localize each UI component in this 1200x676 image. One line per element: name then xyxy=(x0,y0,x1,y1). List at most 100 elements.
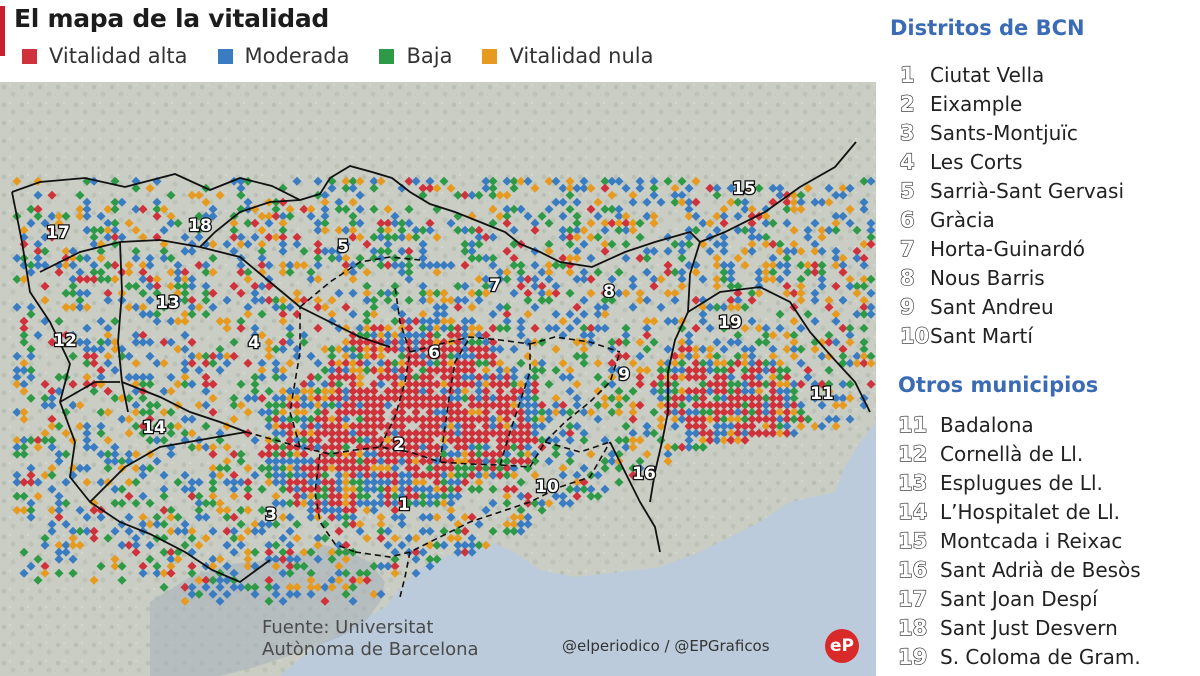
map-label-14: 14 xyxy=(142,418,166,438)
vitality-cell xyxy=(194,232,204,242)
port-area xyxy=(150,544,385,676)
legend-item-none: Vitalidad nula xyxy=(482,44,653,68)
vitality-cell xyxy=(82,197,92,207)
social-credit: @elperiodico / @EPGraficos xyxy=(562,637,770,655)
vitality-cell xyxy=(159,239,169,249)
el-periodico-logo: eP xyxy=(825,629,859,663)
vitality-cell xyxy=(103,232,113,242)
vitality-cell xyxy=(180,246,190,256)
vitality-cell xyxy=(229,246,239,256)
legend-label-moderate: Moderada xyxy=(244,44,350,68)
map-label-6: 6 xyxy=(428,343,440,363)
vitality-cell xyxy=(110,225,120,235)
map-label-16: 16 xyxy=(632,464,656,484)
title-accent-bar xyxy=(0,6,5,56)
vitality-cell xyxy=(166,211,176,221)
legend-item-high: Vitalidad alta xyxy=(22,44,188,68)
vitality-cell xyxy=(208,239,218,249)
vitality-cell xyxy=(236,232,246,242)
vitality-cell xyxy=(117,197,127,207)
districts-list: 1 Ciutat Vella 2 Eixample 3 Sants-Montjuïc … xyxy=(899,60,1124,350)
map-label-8: 8 xyxy=(603,282,615,302)
municipality-item: 19 S. Coloma de Gram. xyxy=(897,644,1141,669)
map-label-13: 13 xyxy=(156,293,180,313)
vitality-cell xyxy=(89,239,99,249)
district-item: 1 Ciutat Vella xyxy=(899,62,1045,87)
vitality-cell xyxy=(243,218,253,228)
vitality-cell xyxy=(152,204,162,214)
municipality-item: 13 Esplugues de Ll. xyxy=(897,470,1103,495)
legend-swatch-high xyxy=(22,48,37,64)
legend-label-low: Baja xyxy=(406,44,453,68)
legend-swatch-low xyxy=(379,48,395,64)
municipality-item: 17 Sant Joan Despí xyxy=(897,586,1098,611)
vitality-cell xyxy=(75,204,85,214)
vitality-cell xyxy=(236,239,246,249)
vitality-cell xyxy=(201,211,211,221)
vitality-cell xyxy=(201,218,211,228)
vitality-cell xyxy=(229,225,239,235)
municipality-item: 15 Montcada i Reixac xyxy=(897,528,1123,553)
vitality-cell xyxy=(145,183,155,193)
vitality-map[interactable]: 1 2 3 4 5 6 7 8 9 10 11 12 13 14 15 16 1… xyxy=(0,82,876,676)
vitality-cell xyxy=(103,218,113,228)
legend-item-moderate: Moderada xyxy=(217,44,350,68)
vitality-cell xyxy=(96,211,106,221)
vitality-cell xyxy=(103,225,113,235)
district-item: 7 Horta-Guinardó xyxy=(899,236,1086,261)
district-item: 10 Sant Martí xyxy=(899,323,1033,348)
municipality-item: 12 Cornellà de Ll. xyxy=(897,441,1084,466)
vitality-cell xyxy=(236,183,246,193)
map-label-12: 12 xyxy=(53,331,77,351)
vitality-cell xyxy=(152,197,162,207)
legend-swatch-none xyxy=(482,48,498,64)
vitality-cell xyxy=(75,190,85,200)
district-item: 6 Gràcia xyxy=(899,207,995,232)
municipality-item: 11 Badalona xyxy=(897,412,1034,437)
vitality-cell xyxy=(152,211,162,221)
map-title: El mapa de la vitalidad xyxy=(14,4,330,33)
vitality-cell xyxy=(187,246,197,256)
districts-heading: Distritos de BCN xyxy=(890,16,1085,40)
vitality-cell xyxy=(215,190,225,200)
source-line-1: Fuente: Universitat xyxy=(262,617,434,638)
source-note: Fuente: Universitat Autònoma de Barcelon… xyxy=(262,617,479,661)
map-label-17: 17 xyxy=(46,223,70,243)
vitality-cell xyxy=(124,218,134,228)
district-item: 2 Eixample xyxy=(899,91,1023,116)
municipality-item: 14 L’Hospitalet de Ll. xyxy=(897,499,1121,524)
vitality-cell xyxy=(89,232,99,242)
municipalities-list: 11 Badalona 12 Cornellà de Ll. 13 Esplugues… xyxy=(897,410,1141,671)
vitality-cell xyxy=(243,239,253,249)
district-item: 9 Sant Andreu xyxy=(899,294,1054,319)
map-label-1: 1 xyxy=(398,495,410,515)
legend-label-none: Vitalidad nula xyxy=(509,44,654,68)
vitality-cell xyxy=(236,190,246,200)
municipality-item: 18 Sant Just Desvern xyxy=(897,615,1118,640)
vitality-cell xyxy=(208,211,218,221)
vitality-cell xyxy=(159,246,169,256)
municipality-item: 16 Sant Adrià de Besòs xyxy=(897,557,1141,582)
source-line-2: Autònoma de Barcelona xyxy=(262,639,479,660)
district-item: 8 Nous Barris xyxy=(899,265,1045,290)
map-label-9: 9 xyxy=(618,365,630,385)
vitality-cell xyxy=(194,211,204,221)
vitality-cell xyxy=(194,190,204,200)
vitality-cell xyxy=(243,197,253,207)
vitality-cell xyxy=(208,204,218,214)
vitality-cell xyxy=(82,204,92,214)
vitality-cell xyxy=(159,225,169,235)
vitality-cell xyxy=(138,232,148,242)
vitality-cell xyxy=(110,232,120,242)
vitality-cell xyxy=(75,211,85,221)
vitality-cell xyxy=(229,218,239,228)
map-label-19: 19 xyxy=(718,313,742,333)
vitality-cell xyxy=(222,239,232,249)
legend-item-low: Baja xyxy=(379,44,452,68)
vitality-cell xyxy=(82,211,92,221)
vitality-cell xyxy=(166,190,176,200)
map-label-3: 3 xyxy=(265,505,277,525)
district-item: 5 Sarrià-Sant Gervasi xyxy=(899,178,1124,203)
map-label-4: 4 xyxy=(248,333,260,353)
legend-label-high: Vitalidad alta xyxy=(49,44,188,68)
